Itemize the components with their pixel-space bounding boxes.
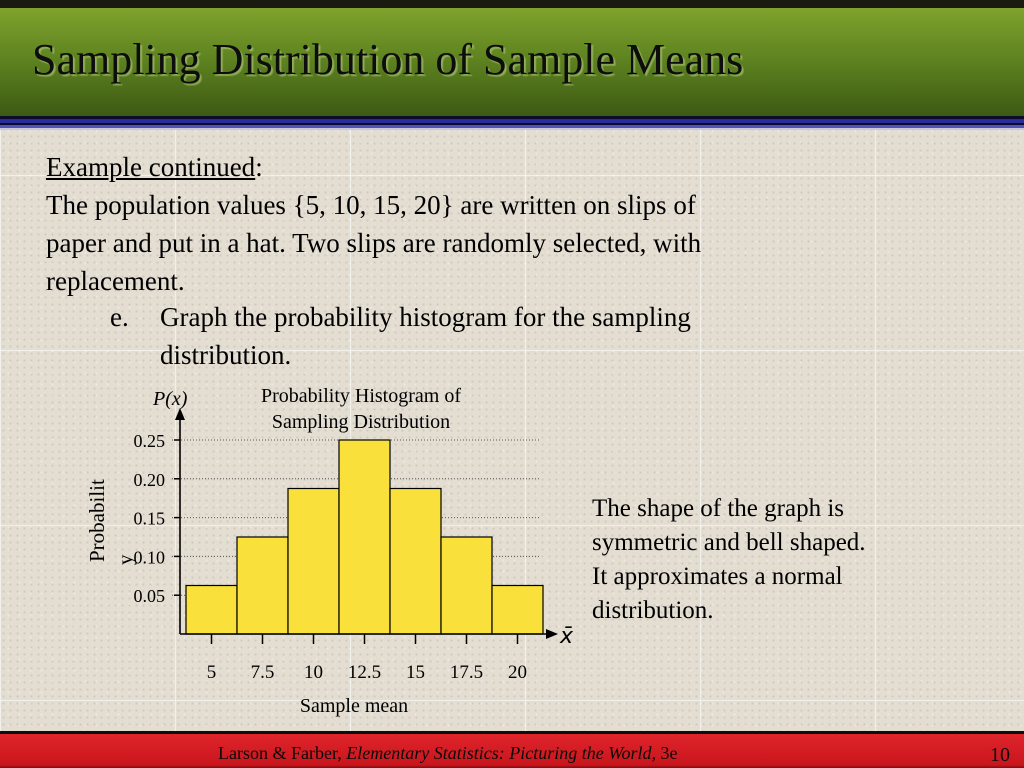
slide-title: Sampling Distribution of Sample Means xyxy=(32,35,744,84)
y-axis-arrow xyxy=(175,408,185,420)
y-tick-label: 0.05 xyxy=(134,586,166,606)
footer-authors: Larson & Farber, xyxy=(218,743,347,763)
list-marker: e. xyxy=(110,302,129,332)
body-line: paper and put in a hat. Two slips are ra… xyxy=(46,228,702,258)
x-axis-label: Sample mean xyxy=(300,695,408,717)
histogram-bar xyxy=(236,536,289,635)
x-tick-label: 7.5 xyxy=(251,662,275,683)
x-axis-symbol: x̄ xyxy=(559,624,574,649)
histogram-bar xyxy=(185,584,238,635)
chart-title: Probability Histogram of xyxy=(261,385,461,407)
note-line: It approximates a normal xyxy=(592,563,843,590)
list-item-line: distribution. xyxy=(160,340,292,370)
histogram-bar xyxy=(338,439,391,635)
x-tick-label: 15 xyxy=(406,662,425,683)
note-line: symmetric and bell shaped. xyxy=(592,529,866,556)
x-tick-label: 10 xyxy=(304,662,323,683)
y-tick-label: 0.20 xyxy=(134,470,166,490)
body-line: replacement. xyxy=(46,266,185,296)
x-tick-label: 20 xyxy=(508,662,527,683)
chart-title: Sampling Distribution xyxy=(272,411,450,433)
list-item-line: Graph the probability histogram for the … xyxy=(160,302,691,332)
body-line: The population values {5, 10, 15, 20} ar… xyxy=(46,190,696,220)
example-heading: Example continued: xyxy=(46,148,966,186)
x-tick-label: 17.5 xyxy=(450,662,483,683)
histogram-bar xyxy=(389,487,442,635)
y-tick-label: 0.15 xyxy=(134,509,166,529)
y-axis-label-wrap: y xyxy=(113,554,137,565)
title-bar xyxy=(0,0,1024,118)
note-line: distribution. xyxy=(592,597,714,624)
footer-book-title: Elementary Statistics: Picturing the Wor… xyxy=(346,743,657,763)
x-tick-label: 5 xyxy=(207,662,217,683)
y-tick-label: 0.10 xyxy=(134,547,166,567)
x-axis-arrow xyxy=(546,629,558,639)
title-bar-stripes xyxy=(0,116,1024,130)
histogram-bar xyxy=(287,487,340,635)
footer-citation: Larson & Farber, Elementary Statistics: … xyxy=(218,743,678,764)
y-tick-label: 0.25 xyxy=(134,431,166,451)
footer-bar xyxy=(0,731,1024,768)
page-number: 10 xyxy=(990,744,1010,766)
y-axis-symbol: P(x) xyxy=(152,388,188,410)
example-text: Example continued: The population values… xyxy=(46,148,966,300)
note-line: The shape of the graph is xyxy=(592,495,845,522)
histogram-bar xyxy=(491,584,544,635)
example-label: Example continued xyxy=(46,152,256,182)
histogram-bar xyxy=(440,536,493,635)
y-axis-label: Probabilit xyxy=(85,479,109,562)
example-colon: : xyxy=(255,152,263,182)
footer-edition: 3e xyxy=(656,743,678,763)
x-tick-label: 12.5 xyxy=(348,662,381,683)
shape-note: The shape of the graph is symmetric and … xyxy=(592,492,992,628)
